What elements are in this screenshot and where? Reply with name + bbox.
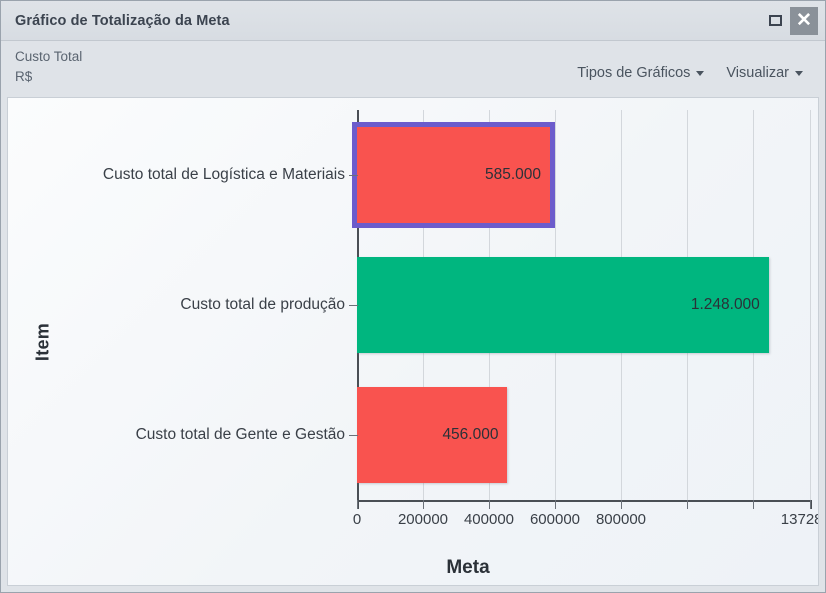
x-axis-tick bbox=[752, 500, 754, 509]
restore-window-button[interactable] bbox=[762, 8, 788, 34]
x-axis-tick bbox=[357, 500, 358, 509]
chart-bar[interactable]: 1.248.000 bbox=[357, 257, 769, 353]
unit-caption-line2: R$ bbox=[15, 68, 33, 84]
y-axis-tick bbox=[349, 305, 358, 306]
close-icon: ✕ bbox=[796, 10, 812, 31]
chart-bar[interactable]: 456.000 bbox=[357, 387, 508, 483]
menu-visualizar-label: Visualizar bbox=[726, 65, 789, 81]
toolbar-menu-group: Tipos de Gráficos Visualizar bbox=[577, 41, 815, 81]
chart-plot-panel[interactable]: Item Meta 0 200000 400000 600000 800000 13728… bbox=[7, 97, 819, 586]
x-axis-tick-label: 600000 bbox=[529, 511, 581, 528]
gridline bbox=[810, 110, 811, 500]
x-axis-tick bbox=[686, 500, 688, 509]
chart-bar-value-label: 1.248.000 bbox=[690, 296, 760, 313]
unit-caption-line1: Custo Total bbox=[15, 49, 83, 64]
unit-caption: Custo Total R$ bbox=[15, 41, 82, 86]
chart-bar-value-label: 456.000 bbox=[442, 426, 499, 443]
menu-chart-types[interactable]: Tipos de Gráficos bbox=[577, 65, 705, 81]
y-axis-category-label: Custo total de Logística e Materiais bbox=[102, 166, 345, 183]
x-axis-tick-label: 1372800 bbox=[780, 511, 818, 528]
x-axis-tick-label: 200000 bbox=[397, 511, 449, 528]
window-titlebar: Gráfico de Totalização da Meta ✕ bbox=[1, 1, 825, 41]
y-axis-tick bbox=[349, 175, 358, 176]
chart-bar-rect bbox=[357, 257, 769, 353]
chart-bar-rect bbox=[357, 387, 508, 483]
chevron-down-icon bbox=[696, 70, 705, 76]
menu-chart-types-label: Tipos de Gráficos bbox=[577, 65, 691, 81]
y-axis-label: Item bbox=[32, 322, 53, 361]
x-axis-tick-label: 400000 bbox=[463, 511, 515, 528]
x-axis-line bbox=[357, 500, 812, 502]
window-title: Gráfico de Totalização da Meta bbox=[15, 12, 230, 29]
x-axis-tick bbox=[554, 500, 556, 509]
close-window-button[interactable]: ✕ bbox=[790, 6, 818, 35]
x-axis-tick-label: 800000 bbox=[595, 511, 647, 528]
y-axis-category-label: Custo total de Gente e Gestão bbox=[135, 426, 345, 443]
chart-bar-value-label: 585.000 bbox=[485, 166, 542, 183]
x-axis-label: Meta bbox=[446, 557, 490, 578]
restore-icon bbox=[768, 15, 782, 26]
x-axis-tick-label: 0 bbox=[352, 511, 362, 528]
chart-toolbar: Custo Total R$ Tipos de Gráficos Visuali… bbox=[1, 41, 825, 97]
x-axis-cap-right bbox=[810, 500, 812, 509]
y-axis-category-label: Custo total de produção bbox=[180, 296, 345, 313]
x-axis-cap-left bbox=[357, 500, 359, 509]
chart-bar[interactable]: 585.000 bbox=[351, 122, 556, 228]
x-axis-tick bbox=[488, 500, 490, 509]
x-axis-tick bbox=[422, 500, 424, 509]
chevron-down-icon bbox=[795, 70, 803, 76]
chart-bar-rect bbox=[351, 122, 556, 228]
x-axis-tick bbox=[810, 500, 811, 509]
x-axis-tick bbox=[620, 500, 622, 509]
menu-visualizar[interactable]: Visualizar bbox=[726, 65, 803, 81]
y-axis-tick bbox=[349, 435, 358, 436]
